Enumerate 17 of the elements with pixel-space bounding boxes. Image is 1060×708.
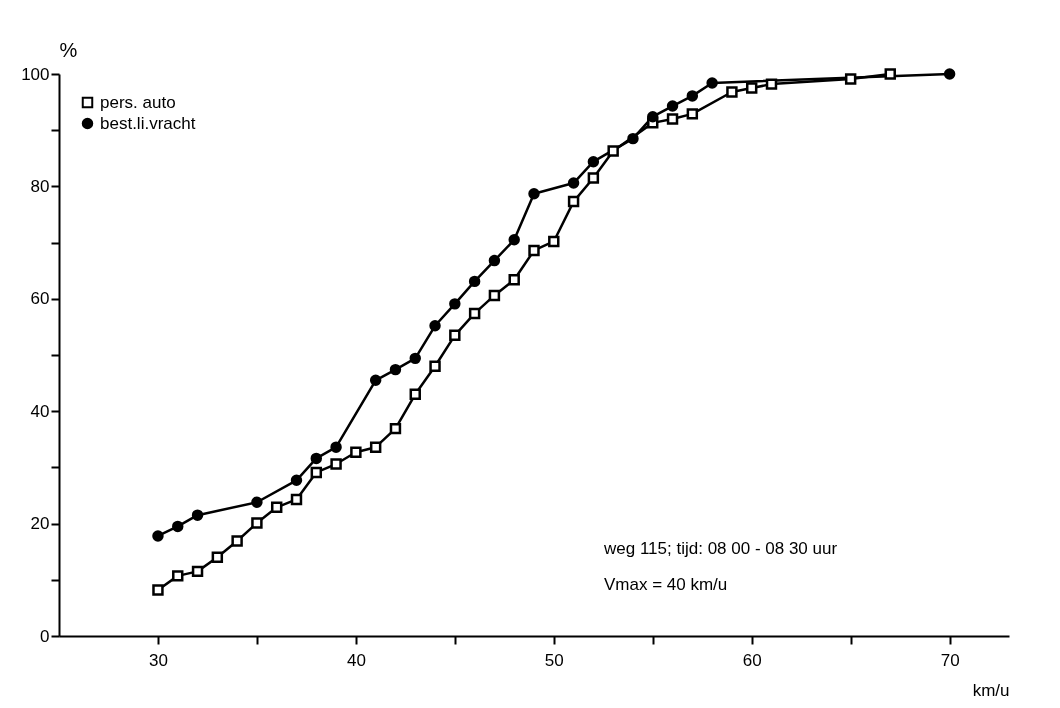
y-tick-label: 80	[30, 176, 50, 196]
y-tick-label: 0	[40, 626, 50, 646]
x-tick-label: 50	[544, 650, 564, 670]
x-tick-label: 30	[149, 650, 168, 670]
y-axis-title: %	[59, 38, 78, 61]
x-tick-label: 40	[346, 650, 366, 670]
x-tick-label: 70	[940, 650, 960, 670]
y-tick-label: 100	[21, 64, 50, 84]
y-tick-label: 40	[30, 401, 50, 421]
x-axis-title: km/u	[972, 680, 1010, 700]
x-tick-label: 60	[742, 650, 762, 670]
legend-label: best.li.vracht	[100, 113, 196, 133]
annotation: weg 115; tijd: 08 00 - 08 30 uur	[603, 539, 838, 558]
annotation: Vmax = 40 km/u	[604, 575, 728, 594]
y-tick-label: 20	[30, 514, 50, 534]
legend-label: pers. auto	[100, 92, 176, 112]
y-tick-label: 60	[30, 289, 50, 309]
